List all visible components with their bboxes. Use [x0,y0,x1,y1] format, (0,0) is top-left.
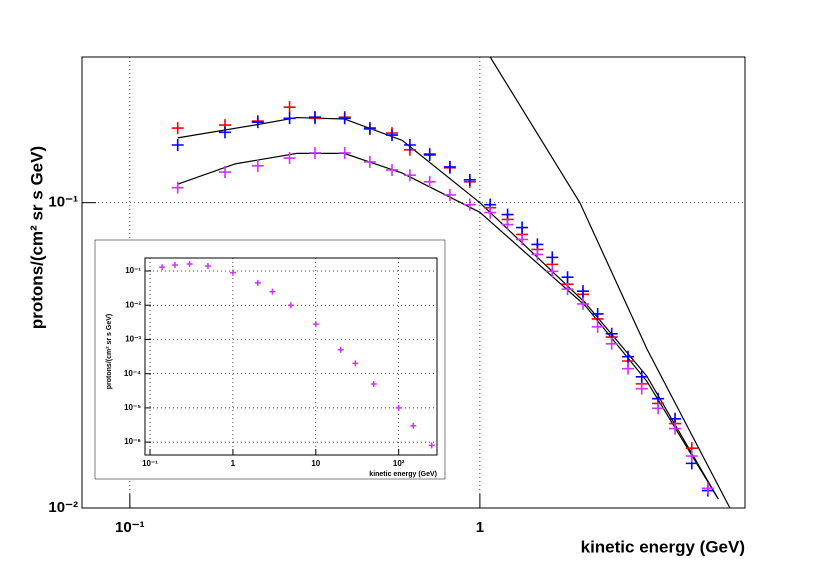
x-tick-label: 1 [231,459,236,468]
data-point [428,442,435,449]
data-point [283,101,296,114]
y-tick-label: 10⁻² [48,499,78,516]
data-point [546,265,559,278]
data-point [561,271,574,284]
data-point [516,233,529,246]
data-point [701,482,714,495]
data-point [463,173,476,186]
x-axis-label: kinetic energy (GeV) [581,537,745,556]
fit-curve [489,56,731,509]
data-point [622,362,635,375]
data-point [338,112,351,125]
y-axis-label: protons/(cm² sr s GeV) [27,146,46,329]
data-point [338,146,351,159]
y-tick-label: 10⁻¹ [48,194,78,211]
fit-curve [177,116,719,500]
inset-frame [144,257,438,456]
data-point [516,221,529,234]
data-point [591,307,604,320]
data-point [561,283,574,296]
data-point [635,382,648,395]
data-point [576,285,589,298]
data-point [531,248,544,261]
data-point [685,450,698,463]
data-point [484,206,497,219]
data-point [308,146,321,159]
data-point [622,350,635,363]
data-point [229,269,236,276]
data-point [370,380,377,387]
data-point [423,148,436,161]
data-point [283,112,296,125]
data-point [283,152,296,165]
x-tick-label: 10 [311,459,320,468]
data-point [443,188,456,201]
x-axis-label: kinetic energy (GeV) [369,471,437,478]
data-point [218,126,231,139]
data-point [159,264,166,271]
data-point [652,402,665,415]
x-tick-label: 10⁻¹ [142,459,158,468]
data-point [403,169,416,182]
data-point [395,404,402,411]
data-point [186,261,193,268]
data-point [171,138,184,151]
data-point [423,175,436,188]
y-tick-label: 10⁻¹ [125,266,141,275]
data-point [218,166,231,179]
y-tick-label: 10⁻² [125,300,141,309]
y-tick-label: 10⁻⁴ [124,369,141,378]
data-point [312,321,319,328]
y-tick-label: 10⁻⁵ [124,403,141,412]
y-tick-label: 10⁻³ [125,335,141,344]
data-point [363,122,376,135]
data-point [251,116,264,129]
data-point [605,337,618,350]
data-point [269,288,276,295]
data-point [546,251,559,264]
data-point [403,138,416,151]
data-point [386,129,399,142]
data-point [410,422,417,429]
data-point [591,320,604,333]
data-point [337,346,344,353]
data-point [635,370,648,383]
data-point [171,122,184,135]
data-point [576,297,589,310]
x-tick-label: 10² [393,459,405,468]
x-tick-label: 10⁻¹ [115,519,145,536]
data-point [669,422,682,435]
y-axis-label: protons/(cm² sr s GeV) [106,314,113,389]
y-tick-label: 10⁻⁶ [124,437,141,446]
data-point [443,160,456,173]
data-point [352,360,359,367]
x-tick-label: 1 [476,519,484,536]
data-point [363,155,376,168]
data-point [171,181,184,194]
data-point [308,111,321,124]
data-point [251,159,264,172]
data-point [501,218,514,231]
data-point [254,279,261,286]
data-point [287,302,294,309]
data-point [204,263,211,270]
data-point [463,198,476,211]
data-point [171,261,178,268]
data-point [386,163,399,176]
